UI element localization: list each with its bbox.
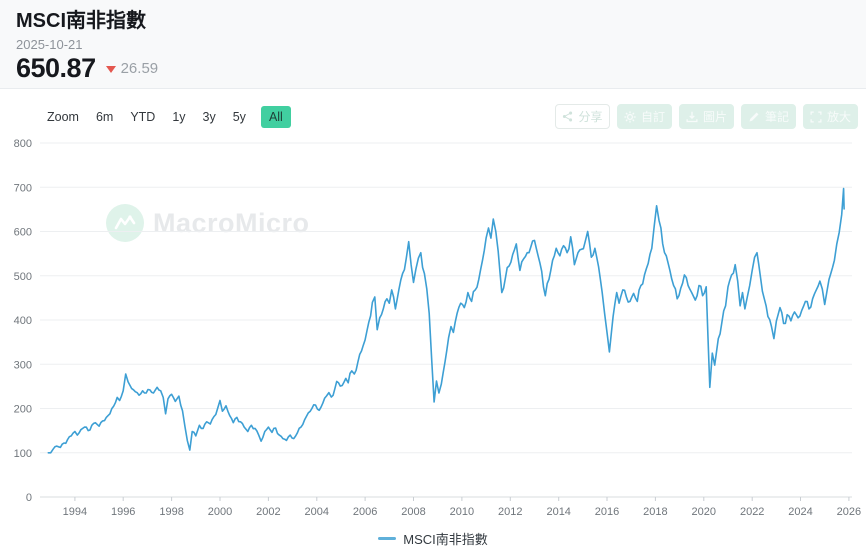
pencil-icon — [749, 112, 759, 121]
svg-text:500: 500 — [14, 271, 32, 283]
legend: MSCI南非指數 — [0, 529, 866, 548]
range-6m[interactable]: 6m — [95, 109, 114, 124]
legend-marker — [378, 537, 397, 540]
svg-text:2016: 2016 — [595, 506, 619, 518]
legend-label: MSCI南非指數 — [403, 532, 488, 547]
svg-text:2006: 2006 — [353, 506, 377, 518]
svg-text:2002: 2002 — [256, 506, 280, 518]
svg-text:2008: 2008 — [401, 506, 425, 518]
svg-text:2000: 2000 — [208, 506, 232, 518]
header: MSCI南非指數 2025-10-21 650.87 26.59 — [0, 0, 866, 89]
change-down-icon — [105, 66, 116, 73]
quote-date: 2025-10-21 — [16, 37, 83, 52]
range-3y[interactable]: 3y — [202, 109, 216, 124]
image-button-label: 圖片 — [702, 110, 727, 124]
svg-text:2020: 2020 — [692, 506, 716, 518]
action-buttons: 分享 自訂 圖片 — [555, 104, 858, 129]
expand-button-label: 放大 — [826, 110, 851, 124]
macromicro-logo — [106, 204, 144, 242]
svg-text:0: 0 — [26, 492, 32, 504]
range-zoom-label: Zoom — [47, 109, 79, 124]
chart-controls: Zoom 6m YTD 1y 3y 5y All 分享 — [45, 103, 858, 130]
gear-icon — [624, 110, 636, 123]
page-title: MSCI南非指數 — [16, 10, 146, 32]
share-button-label: 分享 — [578, 110, 603, 124]
range-selector: Zoom 6m YTD 1y 3y 5y All — [45, 105, 291, 128]
svg-text:1996: 1996 — [111, 506, 135, 518]
svg-text:300: 300 — [14, 359, 32, 371]
svg-text:2014: 2014 — [546, 506, 570, 518]
range-all[interactable]: All — [260, 105, 291, 128]
note-button[interactable]: 筆記 — [741, 104, 796, 129]
image-icon — [686, 111, 698, 122]
svg-text:2004: 2004 — [305, 506, 329, 518]
note-button-label: 筆記 — [764, 110, 789, 124]
svg-text:800: 800 — [14, 138, 32, 150]
price-row: 650.87 26.59 — [16, 53, 850, 84]
range-5y[interactable]: 5y — [232, 109, 246, 124]
share-button[interactable]: 分享 — [555, 104, 610, 129]
expand-icon — [810, 110, 822, 123]
expand-button[interactable]: 放大 — [803, 104, 858, 129]
svg-text:600: 600 — [14, 227, 32, 239]
svg-text:2012: 2012 — [498, 506, 522, 518]
image-button[interactable]: 圖片 — [679, 104, 734, 129]
svg-text:1994: 1994 — [63, 506, 87, 518]
range-ytd[interactable]: YTD — [130, 109, 156, 124]
svg-text:700: 700 — [14, 182, 32, 194]
price-change: 26.59 — [120, 60, 159, 77]
svg-text:1998: 1998 — [159, 506, 183, 518]
last-price: 650.87 — [16, 53, 96, 83]
customize-button-label: 自訂 — [640, 110, 665, 124]
svg-text:2022: 2022 — [740, 506, 764, 518]
svg-text:2024: 2024 — [788, 506, 812, 518]
svg-text:100: 100 — [14, 448, 32, 460]
share-icon — [563, 111, 573, 122]
watermark: MacroMicro — [106, 204, 310, 242]
macromicro-logo-glyph — [114, 215, 136, 230]
svg-text:400: 400 — [14, 315, 32, 327]
range-1y[interactable]: 1y — [172, 109, 186, 124]
watermark-text: MacroMicro — [153, 207, 310, 238]
legend-item-msci[interactable]: MSCI南非指數 — [378, 529, 488, 548]
svg-text:2018: 2018 — [643, 506, 667, 518]
svg-text:200: 200 — [14, 404, 32, 416]
svg-text:2010: 2010 — [450, 506, 474, 518]
svg-text:2026: 2026 — [837, 506, 861, 518]
customize-button[interactable]: 自訂 — [617, 104, 672, 129]
